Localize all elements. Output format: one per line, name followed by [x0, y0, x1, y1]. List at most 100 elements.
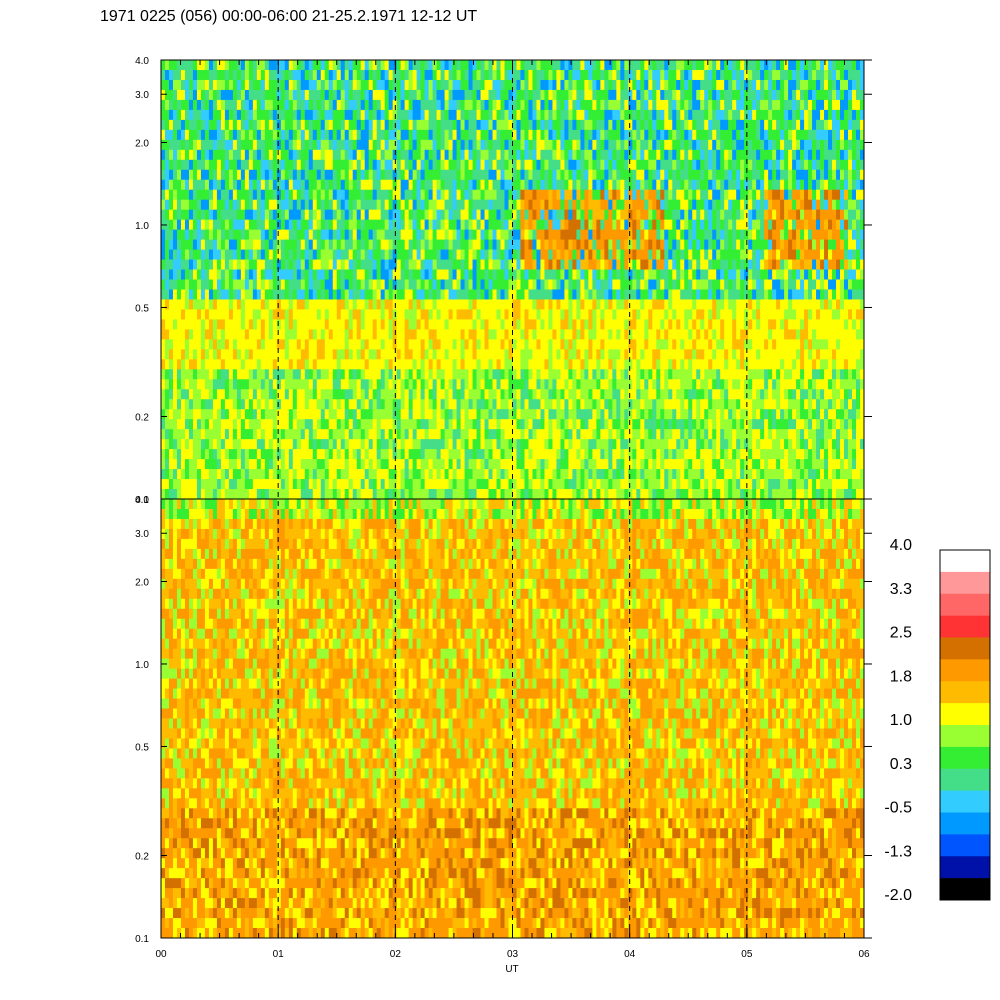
heatmap-cell — [552, 289, 557, 300]
heatmap-cell — [480, 449, 485, 460]
heatmap-cell — [572, 109, 577, 121]
heatmap-cell — [432, 459, 437, 470]
heatmap-cell — [404, 219, 410, 231]
heatmap-cell — [196, 349, 202, 360]
heatmap-cell — [440, 199, 445, 211]
heatmap-cell — [556, 169, 561, 181]
heatmap-cell — [560, 199, 565, 211]
heatmap-cell — [420, 429, 426, 440]
heatmap-cell — [412, 69, 418, 81]
heatmap-cell — [188, 159, 194, 171]
heatmap-cell — [488, 409, 493, 420]
heatmap-cell — [440, 149, 445, 161]
heatmap-cell — [164, 359, 170, 370]
heatmap-cell — [272, 289, 278, 300]
heatmap-cell — [600, 139, 605, 151]
heatmap-cell — [388, 439, 394, 450]
heatmap-cell — [544, 409, 549, 420]
heatmap-cell — [496, 179, 501, 191]
heatmap-cell — [508, 139, 513, 151]
heatmap-cell — [444, 89, 449, 101]
heatmap-cell — [328, 149, 334, 161]
heatmap-cell — [400, 229, 406, 240]
heatmap-cell — [592, 89, 597, 101]
heatmap-cell — [220, 209, 226, 221]
heatmap-cell — [492, 119, 497, 131]
heatmap-cell — [364, 389, 370, 400]
heatmap-cell — [372, 89, 378, 101]
heatmap-cell — [560, 449, 565, 460]
heatmap-cell — [184, 179, 190, 191]
heatmap-cell — [456, 249, 461, 260]
heatmap-cell — [344, 459, 350, 470]
heatmap-cell — [316, 409, 322, 420]
heatmap-cell — [472, 439, 477, 450]
heatmap-cell — [452, 299, 457, 310]
heatmap-cell — [220, 329, 226, 340]
heatmap-cell — [516, 279, 521, 290]
heatmap-cell — [316, 249, 322, 260]
heatmap-cell — [308, 169, 314, 181]
heatmap-cell — [592, 369, 597, 380]
heatmap-cell — [500, 409, 505, 420]
heatmap-cell — [420, 409, 426, 420]
heatmap-cell — [288, 109, 294, 121]
heatmap-cell — [524, 319, 529, 330]
heatmap-cell — [220, 249, 226, 260]
heatmap-cell — [272, 219, 278, 231]
heatmap-cell — [400, 79, 406, 91]
heatmap-cell — [340, 159, 346, 171]
heatmap-cell — [284, 179, 290, 191]
heatmap-cell — [388, 289, 394, 300]
heatmap-cell — [520, 329, 525, 340]
heatmap-cell — [264, 309, 270, 320]
heatmap-cell — [284, 469, 290, 480]
heatmap-cell — [192, 189, 198, 201]
heatmap-cell — [248, 409, 254, 420]
heatmap-cell — [444, 339, 449, 350]
heatmap-cell — [356, 249, 362, 260]
heatmap-cell — [364, 199, 370, 211]
heatmap-cell — [588, 89, 593, 101]
heatmap-cell — [504, 479, 509, 490]
heatmap-cell — [272, 159, 278, 171]
heatmap-cell — [336, 259, 342, 270]
heatmap-cell — [452, 79, 457, 91]
heatmap-cell — [316, 339, 322, 350]
heatmap-cell — [416, 269, 422, 280]
heatmap-cell — [412, 339, 418, 350]
heatmap-cell — [176, 239, 182, 250]
heatmap-cell — [280, 89, 286, 101]
heatmap-cell — [512, 439, 517, 450]
heatmap-cell — [572, 149, 577, 161]
heatmap-cell — [432, 169, 437, 181]
heatmap-cell — [352, 459, 358, 470]
heatmap-cell — [192, 109, 198, 121]
heatmap-cell — [568, 69, 573, 81]
heatmap-cell — [592, 189, 597, 201]
heatmap-cell — [224, 259, 230, 270]
heatmap-cell — [600, 489, 605, 500]
heatmap-cell — [368, 159, 374, 171]
heatmap-cell — [232, 319, 238, 330]
heatmap-cell — [600, 309, 605, 320]
heatmap-cell — [212, 189, 218, 201]
heatmap-cell — [412, 369, 418, 380]
heatmap-cell — [328, 259, 334, 270]
heatmap-cell — [480, 269, 485, 280]
heatmap-cell — [248, 299, 254, 310]
heatmap-cell — [568, 479, 573, 490]
heatmap-cell — [292, 159, 298, 171]
heatmap-cell — [204, 129, 210, 141]
heatmap-cell — [284, 489, 290, 500]
heatmap-cell — [216, 289, 222, 300]
heatmap-cell — [228, 349, 234, 360]
heatmap-cell — [556, 389, 561, 400]
heatmap-cell — [312, 189, 318, 201]
heatmap-cell — [600, 269, 605, 280]
heatmap-cell — [176, 399, 182, 410]
heatmap-cell — [600, 99, 605, 111]
heatmap-cell — [412, 189, 418, 201]
heatmap-cell — [220, 379, 226, 390]
heatmap-cell — [436, 199, 441, 211]
